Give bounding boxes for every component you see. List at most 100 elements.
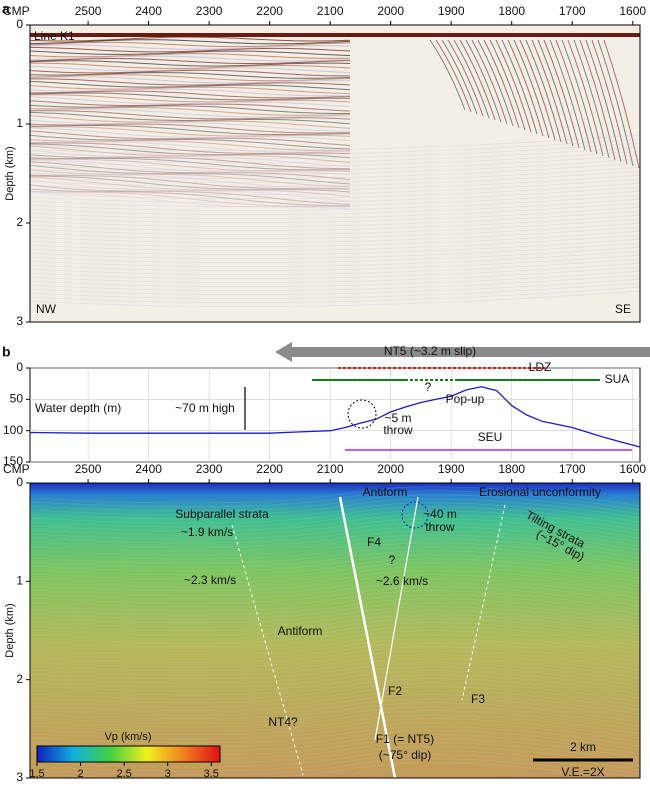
reflector [29, 184, 351, 205]
annotation: ? [389, 553, 396, 567]
annotation: V.E.=2X [561, 765, 604, 779]
throw-circle [347, 399, 377, 429]
annotation: Pop-up [446, 392, 485, 406]
reflector [507, 39, 544, 137]
reflector [29, 41, 351, 48]
reflector [579, 39, 616, 161]
reflector [29, 282, 641, 300]
reflector [29, 698, 641, 719]
slip-arrow [275, 342, 650, 362]
reflector [29, 191, 351, 210]
reflector [29, 190, 351, 208]
reflector [29, 53, 351, 59]
reflector [519, 39, 556, 141]
reflector [603, 39, 640, 169]
reflector [30, 90, 351, 99]
panel-label: a [2, 1, 10, 17]
reflector [29, 142, 641, 160]
reflector [29, 80, 351, 91]
reflector [29, 618, 641, 639]
reflector [549, 39, 586, 151]
reflector [489, 39, 526, 131]
reflector [555, 39, 592, 153]
reflector [29, 94, 351, 103]
annotation: NW [36, 302, 57, 316]
x-tick-label: 2000 [377, 4, 404, 18]
annotation: F1 (= NT5) [376, 732, 434, 746]
y-tick-label: 2 [16, 215, 23, 229]
reflector [29, 154, 641, 172]
reflector [483, 39, 520, 129]
reflector [29, 526, 641, 547]
reflector [29, 188, 351, 207]
reflector [29, 154, 351, 170]
reflector [29, 130, 351, 146]
reflector [567, 39, 604, 157]
reflector [29, 578, 641, 599]
annotation: Antiform [363, 485, 408, 499]
reflector [29, 286, 641, 304]
reflector [29, 166, 641, 184]
x-tick-label: 1900 [438, 4, 465, 18]
x-tick-label: 2500 [75, 4, 102, 18]
reflector [537, 39, 574, 147]
reflector [29, 174, 351, 190]
annotation: ~2.6 km/s [376, 574, 428, 588]
reflector [29, 127, 351, 142]
y-tick-label: 2 [16, 672, 23, 686]
reflector [29, 602, 641, 623]
annotation: ~2.3 km/s [184, 573, 236, 587]
reflector [29, 145, 351, 164]
velocity-section [30, 483, 640, 778]
reflector [29, 550, 641, 571]
reflector [543, 39, 580, 149]
reflector [29, 150, 641, 168]
reflector [29, 44, 351, 50]
seafloor [30, 33, 640, 37]
reflector [29, 110, 351, 120]
y-tick-label: 0 [16, 360, 23, 374]
reflector [29, 194, 641, 212]
reflector [29, 146, 641, 164]
reflector [29, 234, 641, 252]
x-axis-label: CMP [3, 462, 30, 476]
reflector [495, 39, 532, 133]
reflector [29, 162, 641, 180]
reflector [29, 170, 641, 188]
reflector [465, 39, 502, 123]
reflector [29, 173, 350, 189]
reflector [29, 169, 351, 188]
reflector [29, 490, 641, 511]
reflector [573, 39, 610, 159]
reflector [29, 606, 641, 627]
reflector [29, 226, 641, 244]
reflector [29, 502, 641, 523]
reflector [29, 270, 641, 288]
reflector [29, 666, 641, 687]
annotation: NT5 (~3.2 m slip) [384, 344, 476, 358]
reflector [29, 106, 351, 116]
reflector [29, 246, 641, 264]
y-tick-label: 100 [3, 423, 23, 437]
reflector [29, 694, 641, 715]
reflector [29, 614, 641, 635]
annotation: ~1.9 km/s [181, 525, 233, 539]
reflector [29, 494, 641, 515]
reflector [29, 202, 641, 220]
reflector [29, 746, 641, 767]
reflector [29, 610, 641, 631]
fault [231, 524, 304, 776]
reflector [29, 634, 641, 655]
reflector [29, 214, 641, 232]
x-tick-label: 1600 [619, 4, 646, 18]
x-tick-label: 2500 [75, 462, 102, 476]
x-tick-label: 1700 [559, 462, 586, 476]
reflector [501, 39, 538, 135]
colorbar [36, 745, 221, 763]
annotation: Antiform [278, 624, 323, 638]
reflector [29, 100, 351, 112]
reflector [513, 39, 550, 139]
reflector [441, 39, 478, 115]
reflector [29, 230, 641, 248]
